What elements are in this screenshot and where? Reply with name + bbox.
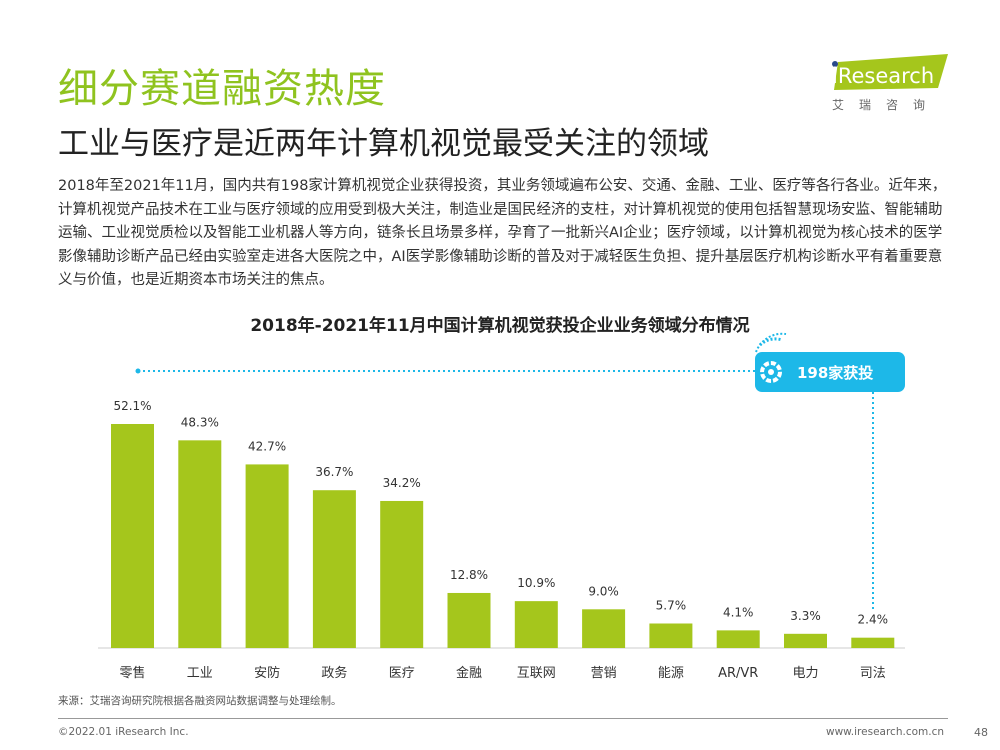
website-link[interactable]: www.iresearch.com.cn [826, 726, 945, 738]
category-label: 营销 [591, 666, 617, 681]
category-label: 司法 [860, 666, 886, 681]
data-label: 12.8% [450, 568, 488, 582]
bar-9 [716, 630, 760, 648]
bar-11 [851, 637, 895, 648]
bar-1 [178, 440, 222, 648]
category-label: 金融 [456, 665, 482, 681]
annotation-label: 198家获投 [797, 364, 873, 382]
copyright: ©2022.01 iResearch Inc. [58, 726, 189, 738]
body-paragraph: 2018年至2021年11月，国内共有198家计算机视觉企业获得投资，其业务领域… [58, 178, 947, 288]
page-title: 细分赛道融资热度 [58, 66, 386, 112]
chart-title: 2018年-2021年11月中国计算机视觉获投企业业务领域分布情况 [250, 316, 750, 336]
data-label: 10.9% [517, 576, 555, 590]
bar-10 [784, 633, 827, 648]
footer-divider [58, 718, 948, 719]
bar-2 [245, 464, 289, 648]
category-label: 电力 [792, 666, 818, 681]
category-label: 医疗 [389, 666, 415, 681]
category-label: 政务 [321, 665, 347, 681]
category-label: 能源 [658, 666, 684, 681]
bar-7 [582, 609, 626, 648]
bar-3 [312, 490, 356, 648]
svg-text:iResearch: iResearch [832, 64, 934, 88]
data-label: 3.3% [790, 609, 821, 623]
page-number: 48 [974, 726, 988, 739]
logo-subtitle: 艾瑞咨询 [832, 98, 941, 112]
category-label: 零售 [119, 665, 145, 681]
page-subtitle: 工业与医疗是近两年计算机视觉最受关注的领域 [58, 126, 709, 162]
category-label: AR/VR [718, 666, 758, 681]
bar-6 [514, 601, 558, 648]
data-label: 9.0% [588, 584, 619, 598]
data-label: 5.7% [656, 598, 687, 612]
data-label: 42.7% [248, 439, 286, 453]
target-icon [760, 361, 782, 383]
data-label: 34.2% [383, 476, 421, 490]
data-label: 4.1% [723, 605, 754, 619]
iresearch-logo: iResearch [832, 54, 948, 90]
annotation-dot [135, 368, 141, 374]
category-label: 工业 [187, 666, 213, 681]
bar-4 [380, 500, 424, 648]
data-label: 48.3% [181, 415, 219, 429]
data-label: 2.4% [858, 613, 889, 627]
bar-5 [447, 592, 491, 648]
annotation-badge: 198家获投 [755, 332, 905, 392]
data-label: 52.1% [113, 399, 151, 413]
category-label: 安防 [254, 665, 280, 681]
bar-8 [649, 623, 693, 648]
category-label: 互联网 [517, 666, 556, 681]
bar-0 [111, 424, 154, 648]
data-label: 36.7% [315, 465, 353, 479]
source-note: 来源：艾瑞咨询研究院根据各融资网站数据调整与处理绘制。 [58, 695, 342, 707]
